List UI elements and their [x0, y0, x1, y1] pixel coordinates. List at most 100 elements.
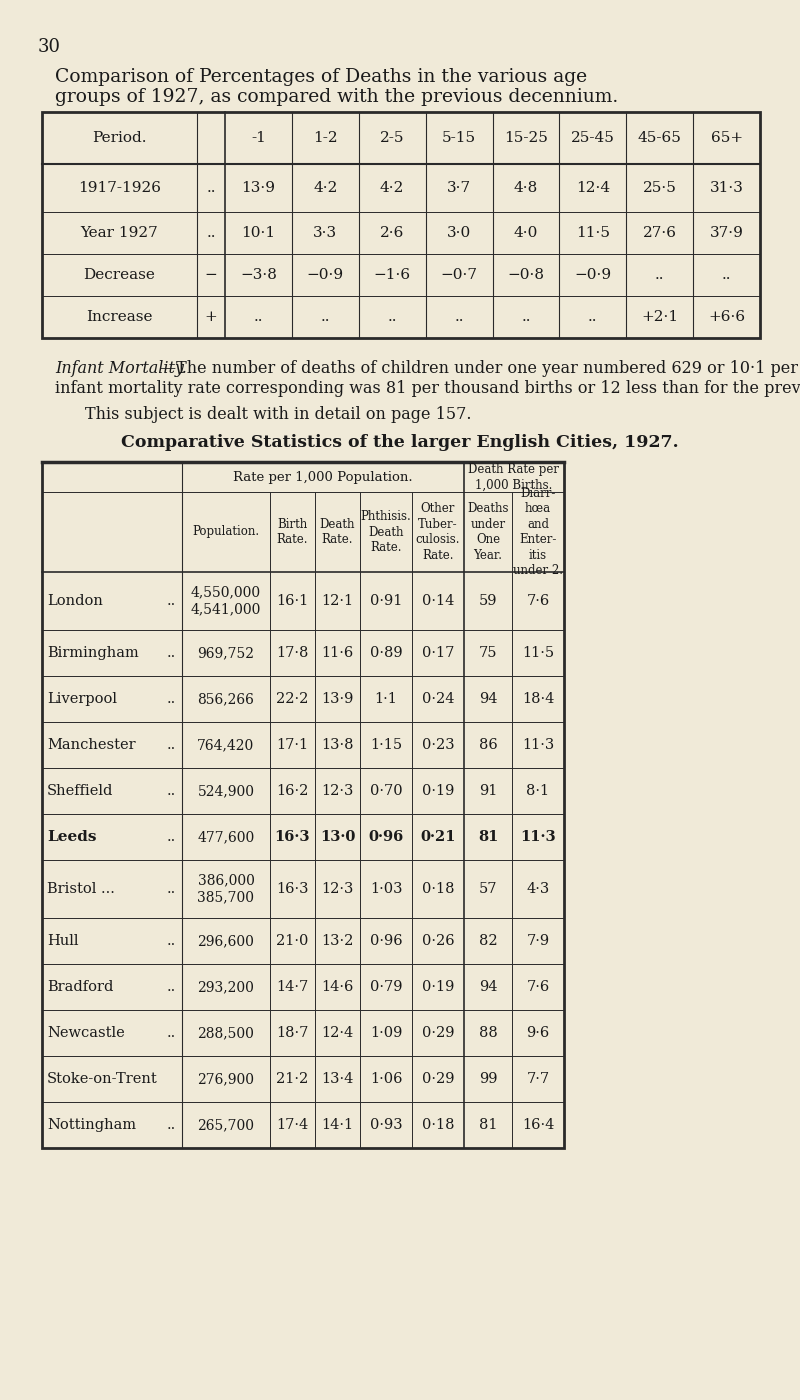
- Text: 88: 88: [478, 1026, 498, 1040]
- Text: 4,550,000
4,541,000: 4,550,000 4,541,000: [191, 585, 261, 616]
- Text: 2·6: 2·6: [380, 225, 404, 239]
- Text: ..: ..: [454, 309, 464, 323]
- Text: 13·9: 13·9: [322, 692, 354, 706]
- Text: Death Rate per
1,000 Births.: Death Rate per 1,000 Births.: [469, 462, 559, 491]
- Text: 3·3: 3·3: [314, 225, 338, 239]
- Text: 21·0: 21·0: [276, 934, 309, 948]
- Text: −3·8: −3·8: [240, 267, 277, 281]
- Text: Birth
Rate.: Birth Rate.: [277, 518, 308, 546]
- Text: 17·1: 17·1: [277, 738, 309, 752]
- Text: ..: ..: [166, 738, 176, 752]
- Text: This subject is dealt with in detail on page 157.: This subject is dealt with in detail on …: [85, 406, 471, 423]
- Text: Sheffield: Sheffield: [47, 784, 114, 798]
- Text: —The number of deaths of children under one year numbered 629 or 10·1 per cent. : —The number of deaths of children under …: [160, 360, 800, 377]
- Text: 18·4: 18·4: [522, 692, 554, 706]
- Text: infant mortality rate corresponding was 81 per thousand births or 12 less than f: infant mortality rate corresponding was …: [55, 379, 800, 398]
- Text: 0·89: 0·89: [370, 645, 402, 659]
- Text: 0·18: 0·18: [422, 1119, 454, 1133]
- Text: 65+: 65+: [710, 132, 742, 146]
- Text: London: London: [47, 594, 103, 608]
- Text: −0·7: −0·7: [441, 267, 478, 281]
- Text: Increase: Increase: [86, 309, 153, 323]
- Text: 16·4: 16·4: [522, 1119, 554, 1133]
- Text: 3·7: 3·7: [447, 181, 471, 195]
- Text: ..: ..: [166, 645, 176, 659]
- Text: ..: ..: [521, 309, 530, 323]
- Text: 856,266: 856,266: [198, 692, 254, 706]
- Text: 0·93: 0·93: [370, 1119, 402, 1133]
- Text: 276,900: 276,900: [198, 1072, 254, 1086]
- Text: Leeds: Leeds: [47, 830, 97, 844]
- Text: 99: 99: [478, 1072, 498, 1086]
- Text: 16·1: 16·1: [276, 594, 309, 608]
- Text: 4·2: 4·2: [380, 181, 404, 195]
- Text: ..: ..: [321, 309, 330, 323]
- Text: ..: ..: [387, 309, 397, 323]
- Text: 0·70: 0·70: [370, 784, 402, 798]
- Text: -1: -1: [251, 132, 266, 146]
- Text: Nottingham: Nottingham: [47, 1119, 136, 1133]
- Text: 296,600: 296,600: [198, 934, 254, 948]
- Text: Year 1927: Year 1927: [81, 225, 158, 239]
- Text: 82: 82: [478, 934, 498, 948]
- Text: Newcastle: Newcastle: [47, 1026, 125, 1040]
- Text: 477,600: 477,600: [198, 830, 254, 844]
- Text: 1·1: 1·1: [374, 692, 398, 706]
- Text: ..: ..: [166, 882, 176, 896]
- Text: 11·6: 11·6: [322, 645, 354, 659]
- Text: −: −: [205, 267, 218, 281]
- Text: 12·4: 12·4: [576, 181, 610, 195]
- Text: 15-25: 15-25: [504, 132, 548, 146]
- Text: 0·23: 0·23: [422, 738, 454, 752]
- Text: 11·3: 11·3: [520, 830, 556, 844]
- Text: Death
Rate.: Death Rate.: [320, 518, 355, 546]
- Text: 17·4: 17·4: [276, 1119, 309, 1133]
- Text: 1·09: 1·09: [370, 1026, 402, 1040]
- Text: 25·5: 25·5: [642, 181, 677, 195]
- Text: 37·9: 37·9: [710, 225, 743, 239]
- Text: −0·9: −0·9: [306, 267, 344, 281]
- Text: 764,420: 764,420: [198, 738, 254, 752]
- Text: groups of 1927, as compared with the previous decennium.: groups of 1927, as compared with the pre…: [55, 88, 618, 106]
- Text: 3·0: 3·0: [447, 225, 471, 239]
- Text: Phthisis.
Death
Rate.: Phthisis. Death Rate.: [361, 510, 411, 554]
- Text: 969,752: 969,752: [198, 645, 254, 659]
- Text: 91: 91: [479, 784, 497, 798]
- Text: 293,200: 293,200: [198, 980, 254, 994]
- Text: ..: ..: [166, 1026, 176, 1040]
- Text: ..: ..: [722, 267, 731, 281]
- Text: 30: 30: [38, 38, 61, 56]
- Text: +2·1: +2·1: [641, 309, 678, 323]
- Text: 265,700: 265,700: [198, 1119, 254, 1133]
- Text: 5-15: 5-15: [442, 132, 476, 146]
- Text: ..: ..: [254, 309, 263, 323]
- Text: 11·5: 11·5: [576, 225, 610, 239]
- Text: ..: ..: [206, 181, 216, 195]
- Text: ..: ..: [166, 830, 176, 844]
- Text: 59: 59: [478, 594, 498, 608]
- Text: ..: ..: [166, 934, 176, 948]
- Text: ..: ..: [166, 594, 176, 608]
- Text: ..: ..: [166, 784, 176, 798]
- Text: Period.: Period.: [92, 132, 146, 146]
- Text: 81: 81: [478, 830, 498, 844]
- Text: 7·6: 7·6: [526, 594, 550, 608]
- Text: 4·8: 4·8: [514, 181, 538, 195]
- Text: 11·5: 11·5: [522, 645, 554, 659]
- Text: 7·6: 7·6: [526, 980, 550, 994]
- Text: 14·7: 14·7: [276, 980, 309, 994]
- Text: Manchester: Manchester: [47, 738, 136, 752]
- Text: 0·29: 0·29: [422, 1072, 454, 1086]
- Text: 1·03: 1·03: [370, 882, 402, 896]
- Text: 8·1: 8·1: [526, 784, 550, 798]
- Text: 9·6: 9·6: [526, 1026, 550, 1040]
- Text: 11·3: 11·3: [522, 738, 554, 752]
- Text: 10·1: 10·1: [242, 225, 275, 239]
- Text: 12·4: 12·4: [322, 1026, 354, 1040]
- Text: 94: 94: [478, 980, 498, 994]
- Text: 386,000
385,700: 386,000 385,700: [198, 874, 254, 904]
- Text: 13·8: 13·8: [322, 738, 354, 752]
- Text: 524,900: 524,900: [198, 784, 254, 798]
- Text: 45-65: 45-65: [638, 132, 682, 146]
- Text: 4·3: 4·3: [526, 882, 550, 896]
